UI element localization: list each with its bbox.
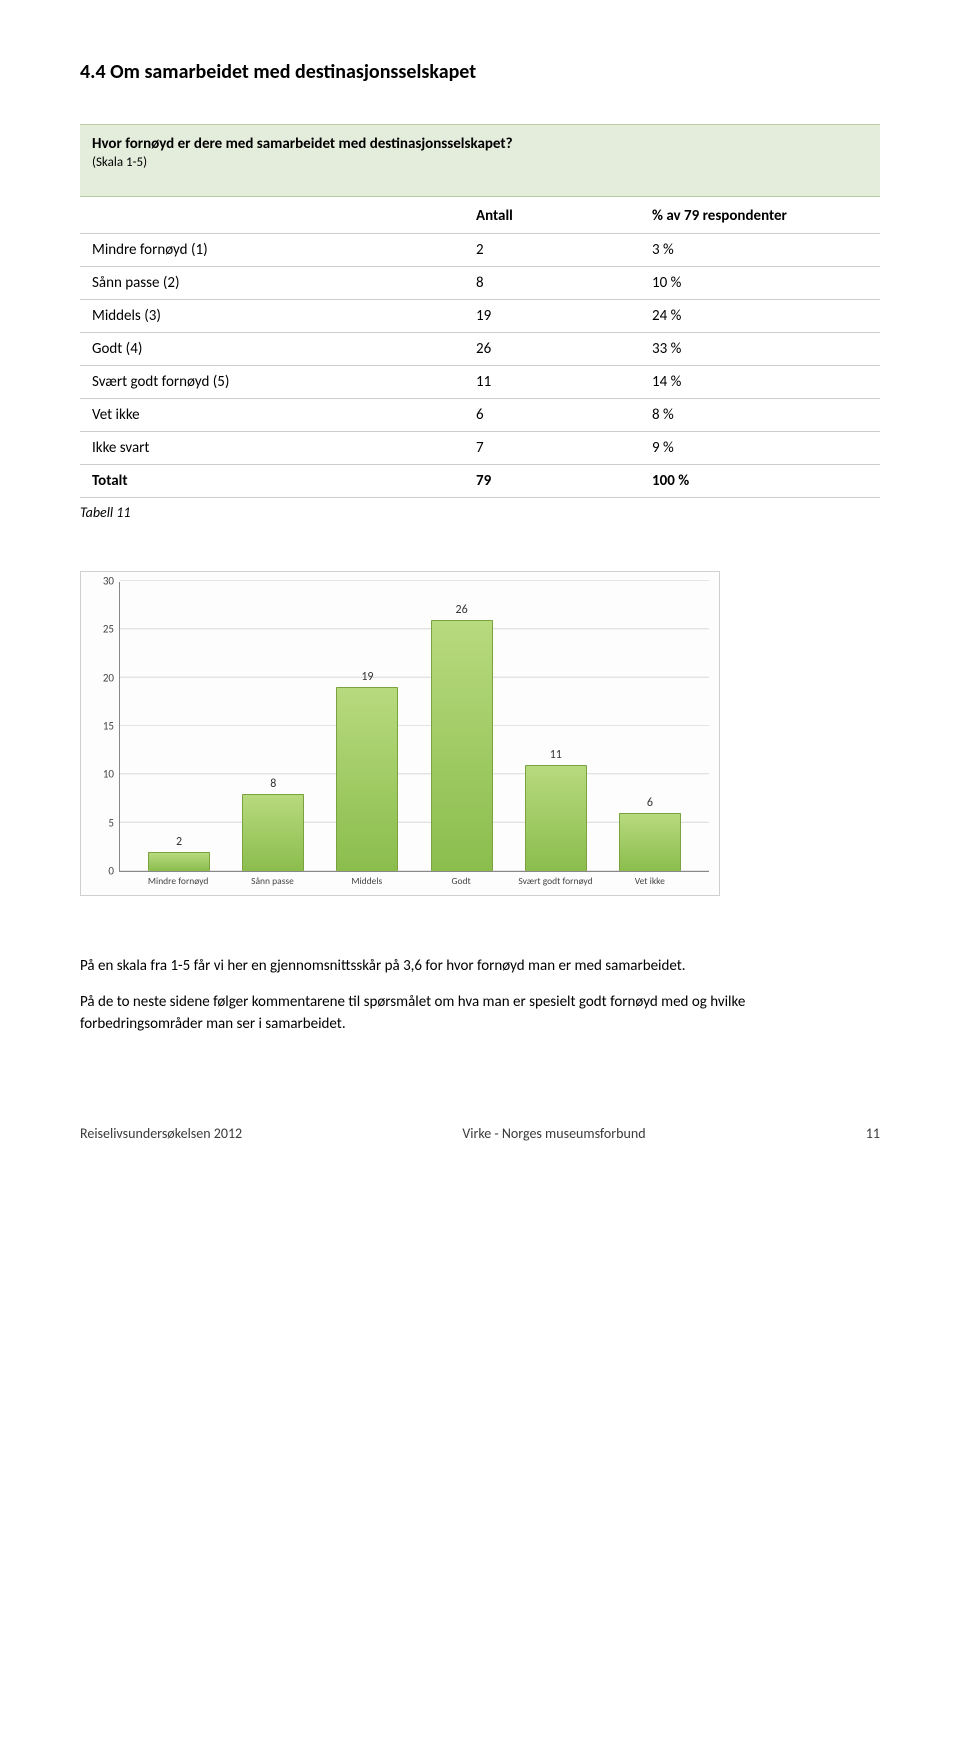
chart-x-labels: Mindre fornøydSånn passeMiddelsGodtSvært… — [119, 872, 709, 887]
row-count: 2 — [464, 234, 640, 267]
chart-y-tick: 5 — [92, 816, 114, 829]
chart-bar-value: 6 — [647, 796, 653, 810]
table-row: Godt (4) 26 33 % — [80, 333, 880, 366]
row-percent: 3 % — [640, 234, 880, 267]
chart-plot-area: 281926116 051015202530 — [119, 582, 709, 872]
row-percent: 33 % — [640, 333, 880, 366]
row-count: 19 — [464, 300, 640, 333]
chart-y-tick: 20 — [92, 671, 114, 684]
chart-bar — [619, 813, 681, 871]
results-table: Hvor fornøyd er dere med samarbeidet med… — [80, 124, 880, 498]
table-title-row: Hvor fornøyd er dere med samarbeidet med… — [80, 125, 880, 197]
body-paragraph: På de to neste sidene følger kommentaren… — [80, 992, 860, 1036]
table-row: Sånn passe (2) 8 10 % — [80, 267, 880, 300]
bar-chart: 2 8 19 26 11 6 0 5 10 15 20 25 30 Mindre fornøydSån… — [80, 571, 720, 896]
row-label: Svært godt fornøyd (5) — [80, 366, 464, 399]
chart-bars-container: 2 8 19 26 11 6 — [120, 582, 709, 871]
footer-center: Virke - Norges museumsforbund — [462, 1125, 645, 1142]
col-header-label — [80, 197, 464, 234]
table-title: Hvor fornøyd er dere med samarbeidet med… — [92, 135, 513, 153]
table-row: Ikke svart 7 9 % — [80, 432, 880, 465]
chart-bar — [242, 794, 304, 871]
chart-bar-group: 8 — [226, 582, 320, 871]
table-subtitle: (Skala 1-5) — [92, 155, 868, 170]
chart-bar — [525, 765, 587, 871]
row-label: Vet ikke — [80, 399, 464, 432]
chart-y-tick: 10 — [92, 768, 114, 781]
col-header-count: Antall — [464, 197, 640, 234]
chart-bar-value: 2 — [176, 835, 182, 849]
chart-y-tick: 25 — [92, 623, 114, 636]
page-footer: Reiselivsundersøkelsen 2012 Virke - Norg… — [80, 1125, 880, 1142]
footer-left: Reiselivsundersøkelsen 2012 — [80, 1125, 242, 1142]
chart-bar-value: 19 — [361, 670, 373, 684]
chart-bar-value: 11 — [550, 748, 562, 762]
chart-bar-value: 8 — [270, 777, 276, 791]
chart-bar — [336, 687, 398, 871]
row-count: 8 — [464, 267, 640, 300]
table-row: Svært godt fornøyd (5) 11 14 % — [80, 366, 880, 399]
row-count: 26 — [464, 333, 640, 366]
row-percent: 9 % — [640, 432, 880, 465]
chart-x-label: Mindre fornøyd — [131, 875, 225, 887]
row-percent: 8 % — [640, 399, 880, 432]
row-label: Sånn passe (2) — [80, 267, 464, 300]
table-row: Vet ikke 6 8 % — [80, 399, 880, 432]
chart-bar-group: 2 — [132, 582, 226, 871]
chart-x-label: Sånn passe — [225, 875, 319, 887]
total-percent: 100 % — [640, 465, 880, 498]
row-percent: 14 % — [640, 366, 880, 399]
table-row: Middels (3) 19 24 % — [80, 300, 880, 333]
chart-bar-value: 26 — [456, 603, 468, 617]
chart-x-label: Vet ikke — [603, 875, 697, 887]
chart-box: 2 8 19 26 11 6 0 5 10 15 20 25 30 Mindre fornøydSån… — [80, 571, 720, 896]
body-paragraph: På en skala fra 1-5 får vi her en gjenno… — [80, 956, 860, 978]
chart-x-label: Svært godt fornøyd — [508, 875, 602, 887]
row-count: 11 — [464, 366, 640, 399]
table-caption: Tabell 11 — [80, 504, 880, 521]
chart-y-tick: 0 — [92, 865, 114, 878]
col-header-percent: % av 79 respondenter — [640, 197, 880, 234]
section-heading: 4.4 Om samarbeidet med destinasjonsselsk… — [80, 60, 880, 84]
total-count: 79 — [464, 465, 640, 498]
chart-x-label: Godt — [414, 875, 508, 887]
table-column-headers: Antall % av 79 respondenter — [80, 197, 880, 234]
total-label: Totalt — [80, 465, 464, 498]
footer-right: 11 — [866, 1125, 880, 1142]
table-total-row: Totalt 79 100 % — [80, 465, 880, 498]
row-percent: 10 % — [640, 267, 880, 300]
chart-bar-group: 26 — [415, 582, 509, 871]
table-row: Mindre fornøyd (1) 2 3 % — [80, 234, 880, 267]
row-count: 6 — [464, 399, 640, 432]
chart-bar-group: 19 — [320, 582, 414, 871]
row-count: 7 — [464, 432, 640, 465]
row-label: Middels (3) — [80, 300, 464, 333]
chart-bar — [148, 852, 210, 871]
chart-x-label: Middels — [320, 875, 414, 887]
row-label: Mindre fornøyd (1) — [80, 234, 464, 267]
chart-bar — [431, 620, 493, 871]
chart-y-tick: 30 — [92, 575, 114, 588]
row-label: Ikke svart — [80, 432, 464, 465]
row-percent: 24 % — [640, 300, 880, 333]
row-label: Godt (4) — [80, 333, 464, 366]
chart-y-tick: 15 — [92, 720, 114, 733]
chart-bar-group: 11 — [509, 582, 603, 871]
chart-bar-group: 6 — [603, 582, 697, 871]
chart-gridline — [120, 580, 709, 581]
